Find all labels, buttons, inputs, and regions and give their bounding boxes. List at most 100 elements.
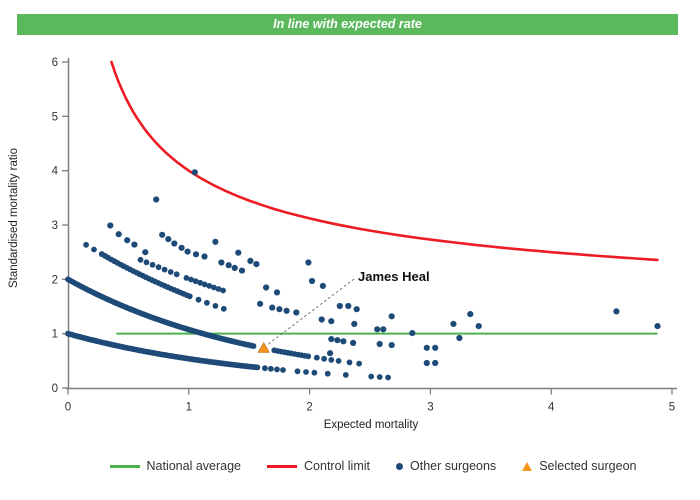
surgeon-dot[interactable] (311, 369, 318, 376)
surgeon-dot[interactable] (324, 370, 331, 377)
surgeon-dot[interactable] (215, 286, 222, 292)
surgeon-dot[interactable] (334, 337, 341, 344)
surgeon-dot[interactable] (220, 287, 227, 294)
surgeon-dot[interactable] (276, 306, 283, 313)
surgeon-dot[interactable] (475, 323, 482, 330)
surgeon-dot[interactable] (328, 357, 335, 363)
surgeon-dot[interactable] (342, 372, 349, 378)
surgeon-dot[interactable] (201, 281, 208, 288)
surgeon-dot[interactable] (423, 359, 430, 367)
surgeon-dot[interactable] (184, 248, 191, 255)
surgeon-dot[interactable] (173, 271, 180, 278)
surgeon-dot[interactable] (155, 264, 162, 271)
surgeon-dot[interactable] (340, 338, 347, 345)
surgeon-dot[interactable] (423, 344, 430, 351)
surgeon-dot[interactable] (368, 373, 375, 380)
surgeon-dot[interactable] (220, 305, 227, 312)
surgeon-dot[interactable] (204, 299, 210, 306)
surgeon-dot[interactable] (115, 231, 122, 238)
surgeon-dot[interactable] (247, 257, 254, 264)
surgeon-dot[interactable] (613, 308, 620, 315)
surgeon-dot[interactable] (186, 293, 193, 300)
surgeon-dot[interactable] (456, 334, 463, 342)
surgeon-dot[interactable] (137, 256, 144, 263)
surgeon-dot[interactable] (254, 364, 261, 371)
surgeon-dot[interactable] (91, 246, 97, 253)
surgeon-dot[interactable] (467, 311, 474, 318)
surgeon-dot[interactable] (201, 253, 208, 260)
surgeon-dot[interactable] (183, 275, 190, 281)
surgeon-dot[interactable] (218, 259, 225, 266)
surgeon-dot[interactable] (262, 365, 268, 372)
surgeon-dot[interactable] (231, 264, 238, 271)
surgeon-dot[interactable] (269, 304, 276, 311)
surgeon-dot[interactable] (143, 259, 150, 266)
surgeon-dot[interactable] (274, 366, 280, 373)
surgeon-dot[interactable] (328, 318, 335, 325)
surgeon-dot[interactable] (235, 249, 242, 256)
surgeon-dot[interactable] (268, 365, 274, 372)
surgeon-dot[interactable] (253, 261, 260, 268)
surgeon-dot[interactable] (374, 326, 381, 333)
surgeon-dot[interactable] (305, 353, 312, 360)
surgeon-dot[interactable] (211, 284, 217, 291)
surgeon-dot[interactable] (327, 350, 334, 357)
surgeon-dot[interactable] (432, 344, 439, 351)
surgeon-dot[interactable] (409, 330, 416, 337)
surgeon-dot[interactable] (212, 238, 219, 245)
surgeon-dot[interactable] (388, 342, 395, 349)
surgeon-dot[interactable] (142, 249, 149, 256)
surgeon-dot[interactable] (305, 259, 312, 266)
surgeon-dot[interactable] (356, 360, 362, 367)
surgeon-dot[interactable] (206, 283, 213, 289)
surgeon-dot[interactable] (171, 240, 178, 247)
surgeon-dot[interactable] (303, 369, 309, 375)
surgeon-dot[interactable] (197, 279, 204, 286)
surgeon-dot[interactable] (376, 374, 383, 380)
surgeon-dot[interactable] (225, 262, 232, 269)
surgeon-dot[interactable] (167, 269, 174, 275)
surgeon-dot[interactable] (328, 336, 335, 343)
surgeon-dot[interactable] (178, 244, 185, 251)
surgeon-dot[interactable] (191, 169, 198, 176)
surgeon-dot[interactable] (250, 343, 257, 349)
surgeon-dot[interactable] (149, 261, 156, 268)
surgeon-dot[interactable] (161, 266, 168, 273)
surgeon-dot[interactable] (192, 278, 199, 285)
surgeon-dot[interactable] (257, 300, 264, 307)
surgeon-dot[interactable] (346, 359, 353, 366)
surgeon-dot[interactable] (159, 231, 166, 238)
surgeon-dot[interactable] (351, 320, 358, 327)
surgeon-dot[interactable] (388, 313, 395, 320)
surgeon-dot[interactable] (124, 237, 131, 244)
surgeon-dot[interactable] (131, 241, 138, 248)
surgeon-dot[interactable] (294, 368, 301, 375)
surgeon-dot[interactable] (280, 367, 286, 373)
surgeon-dot[interactable] (238, 267, 246, 274)
surgeon-dot[interactable] (165, 236, 172, 243)
surgeon-dot[interactable] (385, 374, 391, 381)
surgeon-dot[interactable] (263, 284, 270, 291)
surgeon-dot[interactable] (345, 302, 352, 310)
surgeon-dot[interactable] (318, 316, 325, 323)
surgeon-dot[interactable] (376, 340, 383, 348)
surgeon-dot[interactable] (321, 355, 327, 362)
surgeon-dot[interactable] (107, 222, 114, 229)
surgeon-dot[interactable] (188, 276, 194, 283)
surgeon-dot[interactable] (313, 354, 320, 361)
surgeon-dot[interactable] (336, 302, 343, 310)
surgeon-dot[interactable] (353, 306, 360, 313)
surgeon-dot[interactable] (350, 339, 357, 346)
surgeon-dot[interactable] (293, 309, 300, 316)
surgeon-dot[interactable] (308, 277, 316, 285)
surgeon-dot[interactable] (432, 359, 439, 367)
surgeon-dot[interactable] (283, 307, 290, 314)
surgeon-dot[interactable] (83, 241, 89, 248)
surgeon-dot[interactable] (153, 196, 160, 203)
surgeon-dot[interactable] (273, 289, 281, 296)
surgeon-dot[interactable] (654, 323, 661, 330)
selected-surgeon-marker[interactable] (257, 342, 270, 353)
surgeon-dot[interactable] (212, 303, 219, 309)
surgeon-dot[interactable] (380, 326, 387, 333)
surgeon-dot[interactable] (192, 251, 200, 258)
